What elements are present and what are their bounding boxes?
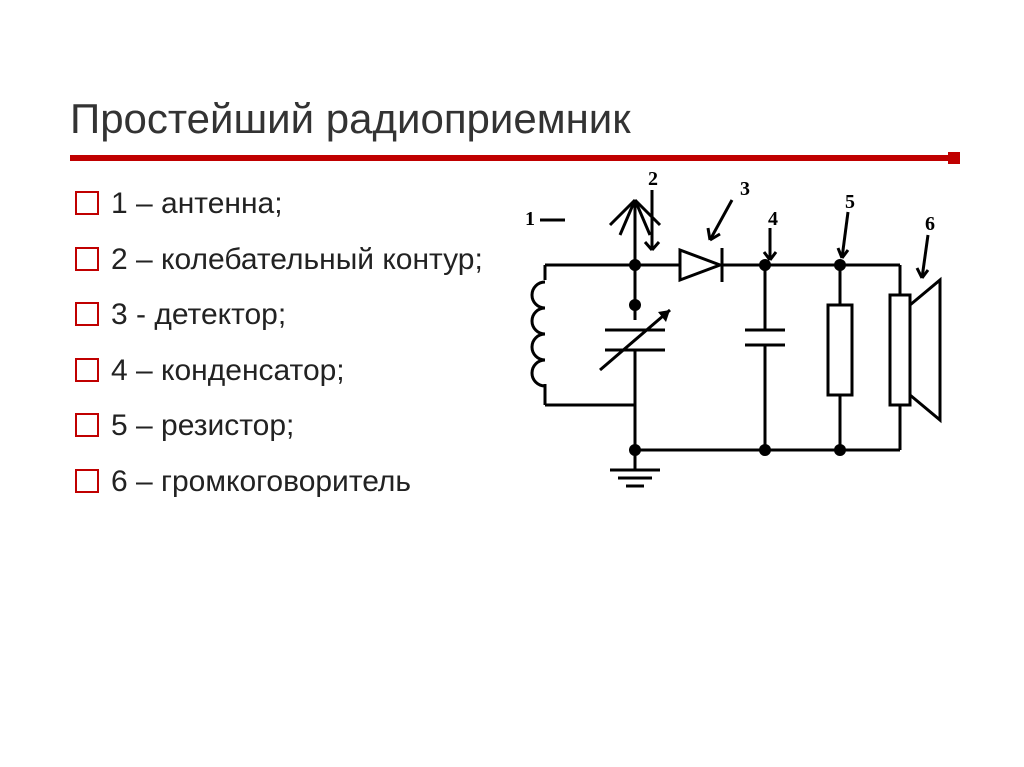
legend-item: 2 – колебательный контур;: [75, 241, 495, 279]
legend-text: 5 – резистор;: [111, 407, 294, 445]
legend-item: 6 – громкоговоритель: [75, 463, 495, 501]
svg-text:4: 4: [768, 208, 778, 230]
legend-item: 1 – антенна;: [75, 185, 495, 223]
bullet-icon: [75, 302, 99, 326]
bullet-icon: [75, 247, 99, 271]
legend-text: 1 – антенна;: [111, 185, 283, 223]
legend-text: 6 – громкоговоритель: [111, 463, 411, 501]
legend-item: 3 - детектор;: [75, 296, 495, 334]
bullet-icon: [75, 358, 99, 382]
legend-item: 4 – конденсатор;: [75, 352, 495, 390]
legend-list: 1 – антенна; 2 – колебательный контур; 3…: [75, 185, 495, 518]
legend-text: 4 – конденсатор;: [111, 352, 345, 390]
circuit-diagram: 1 2 34 5 6: [470, 170, 970, 510]
page-title: Простейший радиоприемник: [70, 95, 631, 143]
legend-text: 3 - детектор;: [111, 296, 286, 334]
svg-text:3: 3: [740, 178, 750, 200]
svg-text:5: 5: [845, 191, 855, 213]
bullet-icon: [75, 191, 99, 215]
title-underline: [70, 155, 954, 161]
bullet-icon: [75, 413, 99, 437]
legend-item: 5 – резистор;: [75, 407, 495, 445]
svg-text:1: 1: [525, 208, 535, 230]
svg-text:2: 2: [648, 170, 658, 190]
bullet-icon: [75, 469, 99, 493]
svg-text:6: 6: [925, 213, 935, 235]
legend-text: 2 – колебательный контур;: [111, 241, 483, 279]
